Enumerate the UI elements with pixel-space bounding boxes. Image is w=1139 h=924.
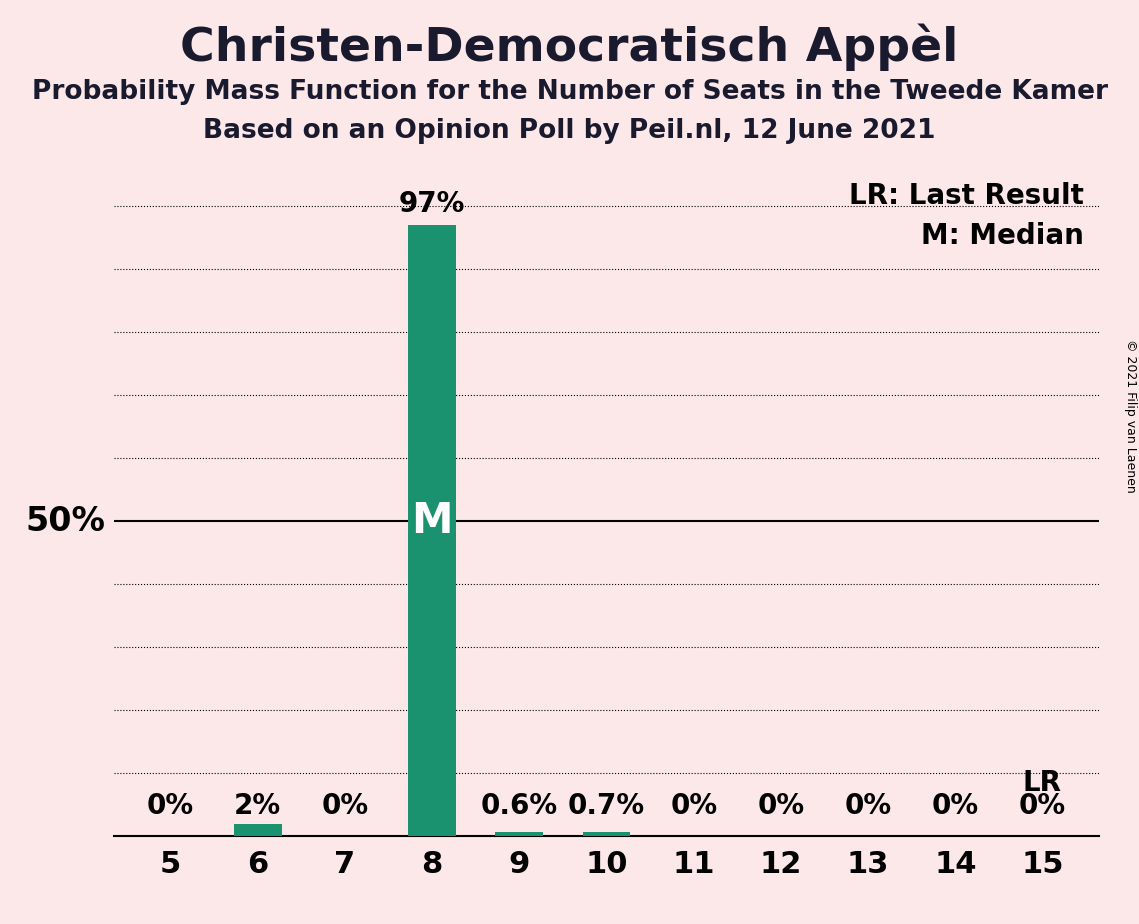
- Text: 0.6%: 0.6%: [481, 793, 558, 821]
- Text: 50%: 50%: [25, 505, 105, 538]
- Text: LR: Last Result: LR: Last Result: [850, 182, 1084, 210]
- Text: LR: LR: [1023, 769, 1062, 796]
- Text: Probability Mass Function for the Number of Seats in the Tweede Kamer: Probability Mass Function for the Number…: [32, 79, 1107, 104]
- Bar: [233, 823, 281, 836]
- Text: Based on an Opinion Poll by Peil.nl, 12 June 2021: Based on an Opinion Poll by Peil.nl, 12 …: [203, 118, 936, 144]
- Bar: [495, 833, 543, 836]
- Text: 97%: 97%: [399, 190, 466, 218]
- Bar: [408, 225, 456, 836]
- Bar: [582, 832, 631, 836]
- Text: Christen-Democratisch Appèl: Christen-Democratisch Appèl: [180, 23, 959, 70]
- Text: 0%: 0%: [147, 793, 194, 821]
- Text: 0%: 0%: [670, 793, 718, 821]
- Text: 2%: 2%: [235, 793, 281, 821]
- Text: 0%: 0%: [321, 793, 369, 821]
- Text: 0%: 0%: [932, 793, 978, 821]
- Text: 0.7%: 0.7%: [568, 793, 645, 821]
- Text: M: Median: M: Median: [921, 223, 1084, 250]
- Text: 0%: 0%: [844, 793, 892, 821]
- Text: M: M: [411, 500, 453, 542]
- Text: © 2021 Filip van Laenen: © 2021 Filip van Laenen: [1124, 339, 1137, 492]
- Text: 0%: 0%: [757, 793, 804, 821]
- Text: 0%: 0%: [1019, 793, 1066, 821]
